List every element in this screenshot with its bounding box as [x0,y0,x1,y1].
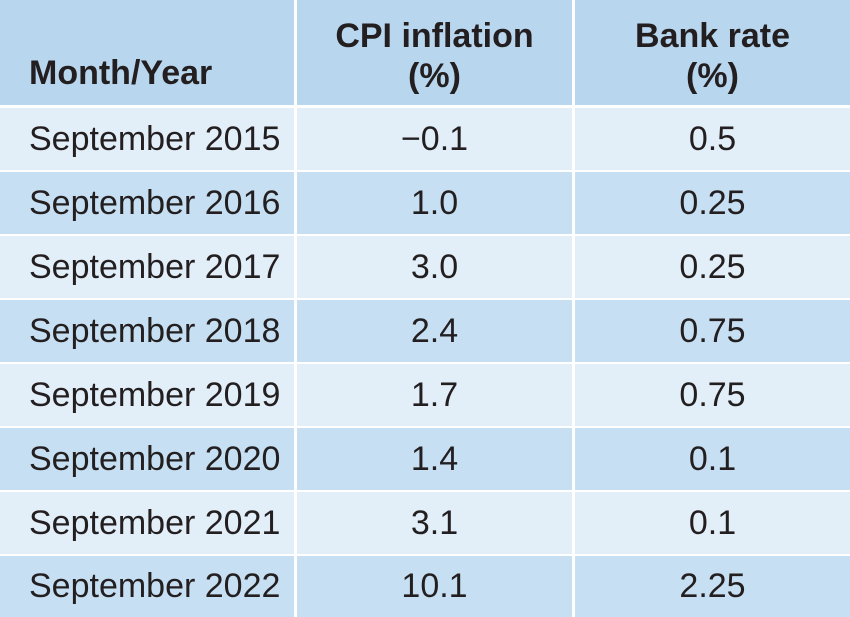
cell-cpi: −0.1 [294,108,572,170]
table-row: September 2021 3.1 0.1 [0,492,850,556]
table-row: September 2016 1.0 0.25 [0,172,850,236]
cell-cpi: 1.7 [294,364,572,426]
table-row: September 2020 1.4 0.1 [0,428,850,492]
cell-month: September 2018 [29,311,281,350]
cell-bank-rate: 0.5 [572,108,850,170]
table-row: September 2018 2.4 0.75 [0,300,850,364]
cell-bank-rate: 0.25 [572,172,850,234]
cell-bank-rate: 0.75 [572,364,850,426]
cell-cpi: 10.1 [294,556,572,617]
table-header: Month/Year CPI inflation (%) Bank rate (… [0,0,850,108]
cell-month: September 2021 [29,503,281,542]
cell-month: September 2016 [29,183,281,222]
table-row: September 2017 3.0 0.25 [0,236,850,300]
header-month-year: Month/Year [0,0,294,105]
header-month-year-label: Month/Year [29,54,213,92]
cell-month: September 2017 [29,247,281,286]
cell-month: September 2015 [29,119,281,158]
cell-month: September 2022 [29,567,281,605]
cell-bank-rate: 0.1 [572,492,850,554]
table-row: September 2019 1.7 0.75 [0,364,850,428]
header-bank-line1: Bank rate [635,16,790,55]
cell-bank-rate: 0.25 [572,236,850,298]
header-bank-rate: Bank rate (%) [572,0,850,105]
cell-cpi: 2.4 [294,300,572,362]
cell-bank-rate: 0.1 [572,428,850,490]
cell-cpi: 1.0 [294,172,572,234]
cell-cpi: 1.4 [294,428,572,490]
table-row: September 2015 −0.1 0.5 [0,108,850,172]
cell-cpi: 3.1 [294,492,572,554]
header-cpi-inflation: CPI inflation (%) [294,0,572,105]
cell-bank-rate: 2.25 [572,556,850,617]
header-cpi-line2: (%) [408,56,461,95]
header-bank-line2: (%) [686,56,739,95]
cell-bank-rate: 0.75 [572,300,850,362]
cell-cpi: 3.0 [294,236,572,298]
table-row: September 2022 10.1 2.25 [0,556,850,617]
cell-month: September 2020 [29,439,281,478]
header-cpi-line1: CPI inflation [335,16,534,55]
cell-month: September 2019 [29,375,281,414]
